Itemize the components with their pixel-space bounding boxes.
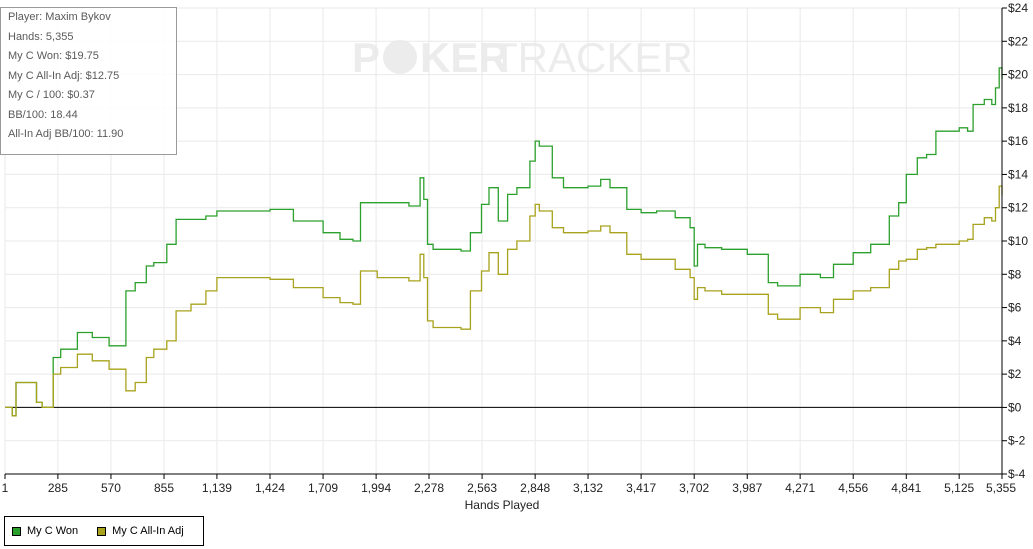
y-tick-label: $10 xyxy=(1008,234,1028,248)
x-tick-label: 3,417 xyxy=(626,481,656,495)
legend-item-won[interactable]: My C Won xyxy=(12,525,78,537)
y-tick-label: $6 xyxy=(1008,301,1022,315)
x-tick-label: 5,355 xyxy=(986,481,1016,495)
x-tick-label: 4,841 xyxy=(891,481,921,495)
y-tick-label: $8 xyxy=(1008,267,1022,281)
watermark-chip-icon xyxy=(383,40,417,74)
y-tick-label: $-2 xyxy=(1008,434,1026,448)
legend-label-adj: My C All-In Adj xyxy=(112,525,184,537)
pokertracker-watermark: P KER TRACKER xyxy=(352,34,693,81)
series-lines xyxy=(5,67,1003,417)
x-tick-label: 5,125 xyxy=(944,481,974,495)
x-tick-label: 1,139 xyxy=(202,481,232,495)
stat-won: My C Won: $19.75 xyxy=(8,50,99,62)
y-tick-label: $18 xyxy=(1008,101,1028,115)
watermark-middle: KER xyxy=(420,34,509,81)
stat-hands: Hands: 5,355 xyxy=(8,30,74,43)
legend-swatch-won xyxy=(12,526,21,536)
x-tick-label: 1,424 xyxy=(255,481,285,495)
legend-label-won: My C Won xyxy=(27,525,79,537)
y-tick-label: $2 xyxy=(1008,367,1022,381)
legend-swatch-adj xyxy=(97,526,107,536)
legend-item-adj[interactable]: My C All-In Adj xyxy=(97,525,184,537)
watermark-left: P xyxy=(352,34,380,81)
stat-bb-100: BB/100: 18.44 xyxy=(8,108,78,121)
y-tick-label: $20 xyxy=(1008,68,1028,82)
player-stats-box: Player: Maxim Bykov Hands: 5,355 My C Wo… xyxy=(0,7,177,155)
x-tick-label: 4,556 xyxy=(838,481,868,495)
x-tick-label: 2,563 xyxy=(467,481,497,495)
stat-adj-bb-100: All-In Adj BB/100: 11.90 xyxy=(8,128,124,140)
x-tick-label: 570 xyxy=(101,481,121,495)
series-line-my-c-won xyxy=(5,67,1003,417)
x-tick-label: 3,702 xyxy=(679,481,709,495)
legend: My C Won My C All-In Adj xyxy=(4,516,204,546)
y-tick-label: $-4 xyxy=(1008,467,1026,481)
x-tick-label: 1,709 xyxy=(308,481,338,495)
y-tick-label: $14 xyxy=(1008,167,1028,181)
watermark-right: TRACKER xyxy=(492,34,693,81)
x-tick-label: 1 xyxy=(2,481,9,495)
x-tick-label: 2,848 xyxy=(520,481,550,495)
axes xyxy=(4,7,1007,479)
x-tick-label: 4,271 xyxy=(785,481,815,495)
x-tick-label: 285 xyxy=(48,481,68,495)
x-tick-label: 855 xyxy=(154,481,174,495)
y-axis-tick-labels: $24 $22 $20 $18 $16 $14 $12 $10 $8 $6 $4 $2 $0 $-2 $-4 xyxy=(1008,1,1028,481)
series-line-my-c-all-in-adj xyxy=(5,185,1003,417)
stat-per-100: My C / 100: $0.37 xyxy=(8,89,95,101)
x-axis-tick-labels: 1 285 570 855 1,139 1,424 1,709 1,994 2,278 2,563… xyxy=(2,481,1017,495)
x-tick-label: 2,278 xyxy=(414,481,444,495)
x-tick-label: 3,987 xyxy=(732,481,762,495)
y-tick-label: $16 xyxy=(1008,134,1028,148)
y-tick-label: $4 xyxy=(1008,334,1022,348)
x-tick-label: 1,994 xyxy=(361,481,391,495)
stat-all-in-adj: My C All-In Adj: $12.75 xyxy=(8,69,120,82)
x-tick-label: 3,132 xyxy=(573,481,603,495)
y-tick-label: $0 xyxy=(1008,400,1022,414)
y-tick-label: $22 xyxy=(1008,34,1028,48)
stat-player: Player: Maxim Bykov xyxy=(8,11,111,23)
x-axis-title: Hands Played xyxy=(465,498,540,512)
y-tick-label: $24 xyxy=(1008,1,1028,15)
y-tick-label: $12 xyxy=(1008,201,1028,215)
